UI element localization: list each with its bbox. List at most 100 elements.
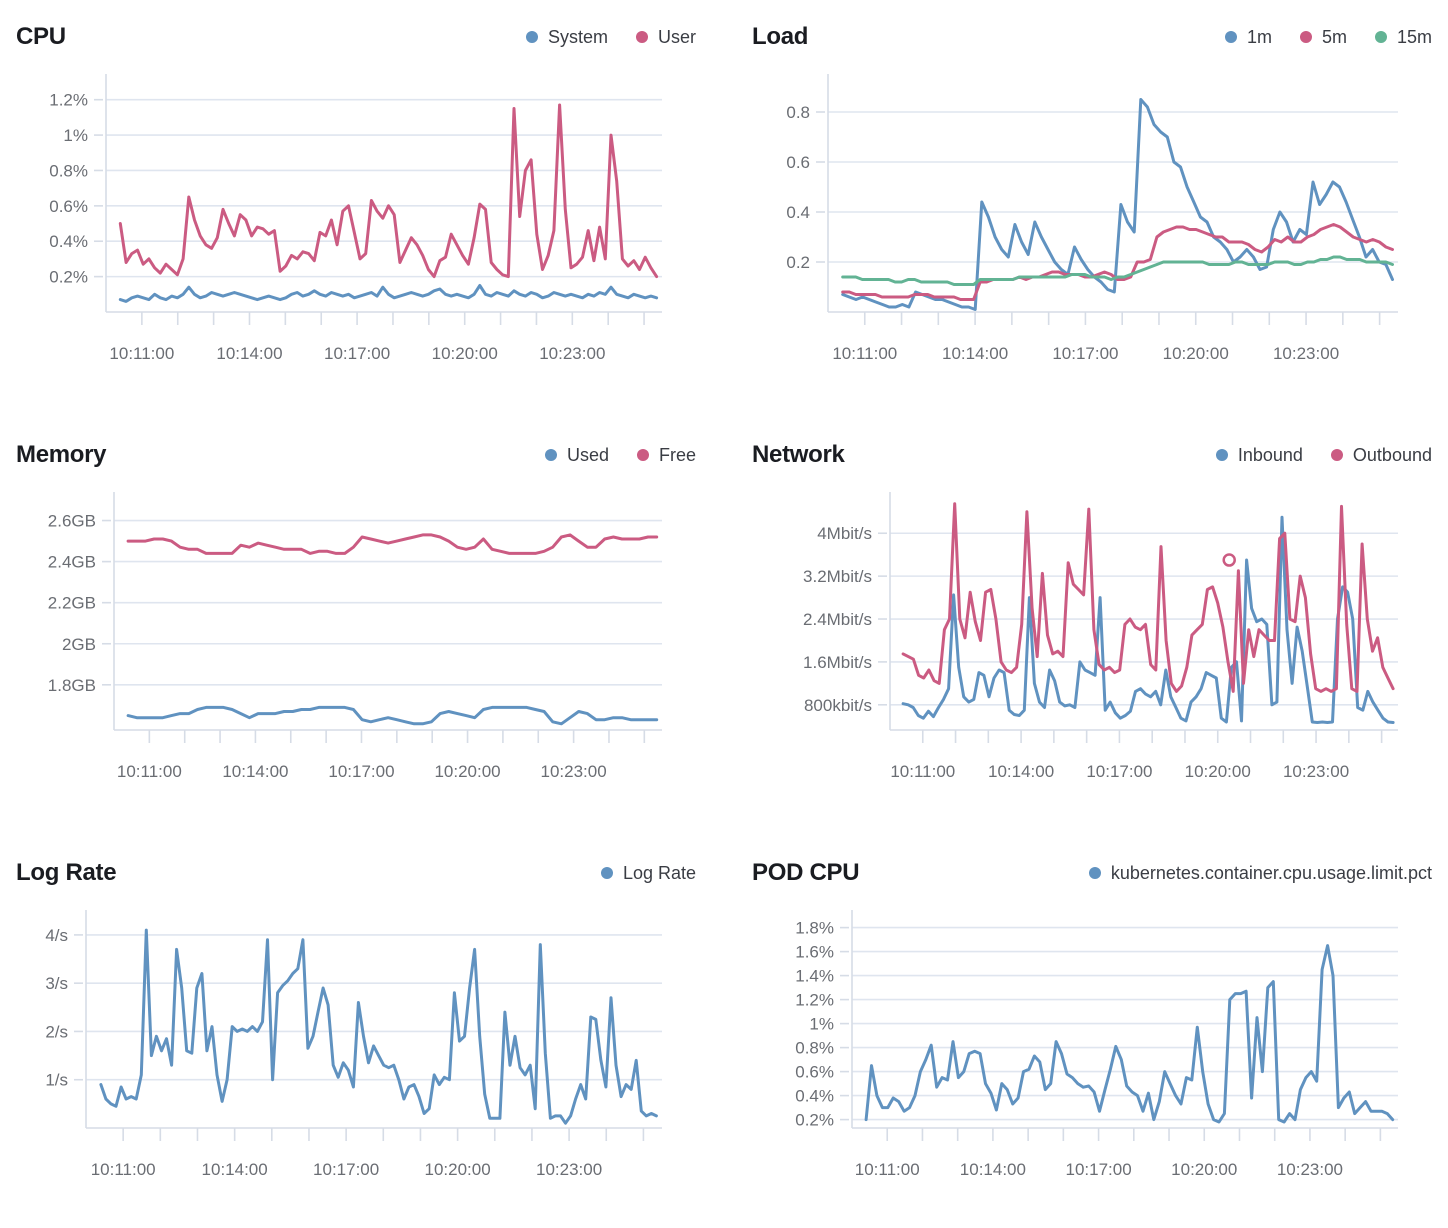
svg-text:10:14:00: 10:14:00 (960, 1160, 1026, 1179)
svg-text:10:17:00: 10:17:00 (324, 344, 390, 363)
svg-text:10:14:00: 10:14:00 (942, 344, 1008, 363)
legend-item-system[interactable]: System (525, 27, 608, 48)
svg-text:0.6: 0.6 (786, 153, 810, 172)
legend-label: 15m (1396, 26, 1432, 47)
svg-text:2/s: 2/s (45, 1022, 68, 1041)
svg-text:10:23:00: 10:23:00 (541, 762, 607, 781)
legend-label: kubernetes.container.cpu.usage.limit.pct (1110, 862, 1432, 883)
load-chart-title: Load (752, 23, 809, 50)
legend-label: 5m (1321, 26, 1347, 47)
network-legend: Inbound Outbound (1215, 444, 1432, 466)
legend-label: 1m (1246, 26, 1272, 47)
svg-text:0.6%: 0.6% (49, 197, 88, 216)
legend-dot-icon (1088, 867, 1101, 879)
load-panel-header: Load 1m 5m 15m (750, 14, 1434, 60)
svg-text:1%: 1% (63, 126, 88, 145)
svg-text:10:11:00: 10:11:00 (109, 344, 174, 363)
legend-label: Inbound (1237, 444, 1303, 465)
memory-legend: Used Free (544, 444, 696, 466)
svg-text:1.6%: 1.6% (795, 943, 834, 962)
lograte-chart: 1/s 2/s 3/s 4/s 10:11:00 10:14:00 10:17:00 10:2… (14, 900, 698, 1202)
svg-text:10:14:00: 10:14:00 (216, 344, 282, 363)
svg-text:3/s: 3/s (45, 974, 68, 993)
svg-text:1.4%: 1.4% (795, 967, 834, 986)
legend-item-used[interactable]: Used (544, 444, 609, 466)
svg-text:10:17:00: 10:17:00 (1065, 1160, 1131, 1179)
svg-text:1%: 1% (809, 1015, 834, 1034)
network-panel-header: Network Inbound Outbound (750, 432, 1434, 478)
svg-text:800kbit/s: 800kbit/s (804, 696, 872, 715)
legend-dot-icon (525, 31, 538, 43)
chart-panel-cpu: CPU System User 0.2% 0.4% 0.6% 0.8% 1% 1.2% 10… (14, 14, 698, 386)
svg-text:2.6GB: 2.6GB (48, 512, 96, 531)
legend-dot-icon (1374, 31, 1387, 43)
legend-item-outbound[interactable]: Outbound (1330, 445, 1432, 466)
legend-item-user[interactable]: User (635, 26, 696, 48)
legend-item-15m[interactable]: 15m (1374, 26, 1432, 48)
memory-panel-header: Memory Used Free (14, 432, 698, 478)
network-chart-title: Network (752, 441, 845, 468)
legend-item-free[interactable]: Free (636, 444, 696, 466)
svg-text:10:23:00: 10:23:00 (1277, 1160, 1343, 1179)
svg-text:10:11:00: 10:11:00 (91, 1160, 156, 1179)
cpu-chart-title: CPU (16, 23, 66, 50)
lograte-panel-header: Log Rate Log Rate (14, 850, 698, 896)
legend-dot-icon (600, 867, 613, 879)
svg-text:10:11:00: 10:11:00 (117, 762, 182, 781)
legend-item-inbound[interactable]: Inbound (1215, 444, 1303, 466)
svg-text:10:23:00: 10:23:00 (539, 344, 605, 363)
legend-dot-icon (1299, 31, 1312, 43)
svg-text:10:20:00: 10:20:00 (1185, 762, 1251, 781)
svg-text:0.8%: 0.8% (795, 1039, 834, 1058)
legend-item-lograte[interactable]: Log Rate (600, 862, 696, 884)
chart-panel-podcpu: POD CPU kubernetes.container.cpu.usage.l… (750, 850, 1434, 1202)
svg-text:0.4%: 0.4% (49, 232, 88, 251)
svg-text:1.2%: 1.2% (49, 91, 88, 110)
svg-text:0.6%: 0.6% (795, 1063, 834, 1082)
svg-text:10:14:00: 10:14:00 (988, 762, 1054, 781)
legend-label: Log Rate (622, 862, 696, 883)
svg-text:10:17:00: 10:17:00 (1052, 344, 1118, 363)
svg-text:10:20:00: 10:20:00 (425, 1160, 491, 1179)
memory-chart: 1.8GB 2GB 2.2GB 2.4GB 2.6GB 10:11:00 10:14:00 1… (14, 482, 698, 804)
svg-text:1.8GB: 1.8GB (48, 676, 96, 695)
svg-text:10:11:00: 10:11:00 (855, 1160, 920, 1179)
svg-text:1/s: 1/s (45, 1071, 68, 1090)
svg-text:1.8%: 1.8% (795, 919, 834, 938)
load-chart: 0.2 0.4 0.6 0.8 10:11:00 10:14:00 10:17:00 10:2… (750, 64, 1434, 386)
memory-chart-title: Memory (16, 441, 107, 468)
lograte-chart-title: Log Rate (16, 859, 117, 886)
svg-text:10:20:00: 10:20:00 (432, 344, 498, 363)
svg-text:10:17:00: 10:17:00 (328, 762, 394, 781)
legend-label: Free (658, 444, 696, 465)
chart-panel-network: Network Inbound Outbound 800kbit/s 1.6Mbi… (750, 432, 1434, 804)
legend-dot-icon (1215, 449, 1228, 461)
podcpu-chart-title: POD CPU (752, 859, 860, 886)
legend-item-5m[interactable]: 5m (1299, 26, 1347, 48)
podcpu-chart: 0.2% 0.4% 0.6% 0.8% 1% 1.2% 1.4% 1.6% 1.8% 10:11:… (750, 900, 1434, 1202)
legend-dot-icon (636, 449, 649, 461)
legend-dot-icon (1330, 449, 1343, 461)
podcpu-legend: kubernetes.container.cpu.usage.limit.pct (1088, 862, 1432, 884)
svg-text:0.2%: 0.2% (49, 268, 88, 287)
svg-text:10:14:00: 10:14:00 (222, 762, 288, 781)
svg-text:1.2%: 1.2% (795, 991, 834, 1010)
svg-text:10:23:00: 10:23:00 (1273, 344, 1339, 363)
svg-text:2.2GB: 2.2GB (48, 594, 96, 613)
cpu-legend: System User (525, 26, 696, 48)
network-chart: 800kbit/s 1.6Mbit/s 2.4Mbit/s 3.2Mbit/s 4Mbi… (750, 482, 1434, 804)
legend-item-podcpu[interactable]: kubernetes.container.cpu.usage.limit.pct (1088, 862, 1432, 884)
svg-text:10:17:00: 10:17:00 (313, 1160, 379, 1179)
svg-text:0.2: 0.2 (786, 253, 810, 272)
legend-dot-icon (1224, 31, 1237, 43)
svg-text:10:20:00: 10:20:00 (1171, 1160, 1237, 1179)
svg-text:0.8%: 0.8% (49, 161, 88, 180)
svg-text:3.2Mbit/s: 3.2Mbit/s (803, 567, 872, 586)
cpu-chart: 0.2% 0.4% 0.6% 0.8% 1% 1.2% 10:11:00 10:14:00 10… (14, 64, 698, 386)
legend-label: Used (566, 444, 609, 465)
legend-item-1m[interactable]: 1m (1224, 26, 1272, 48)
svg-text:10:23:00: 10:23:00 (536, 1160, 602, 1179)
legend-label: User (657, 26, 696, 47)
metrics-dashboard: CPU System User 0.2% 0.4% 0.6% 0.8% 1% 1.2% 10… (14, 14, 1434, 1202)
svg-text:10:11:00: 10:11:00 (832, 344, 897, 363)
